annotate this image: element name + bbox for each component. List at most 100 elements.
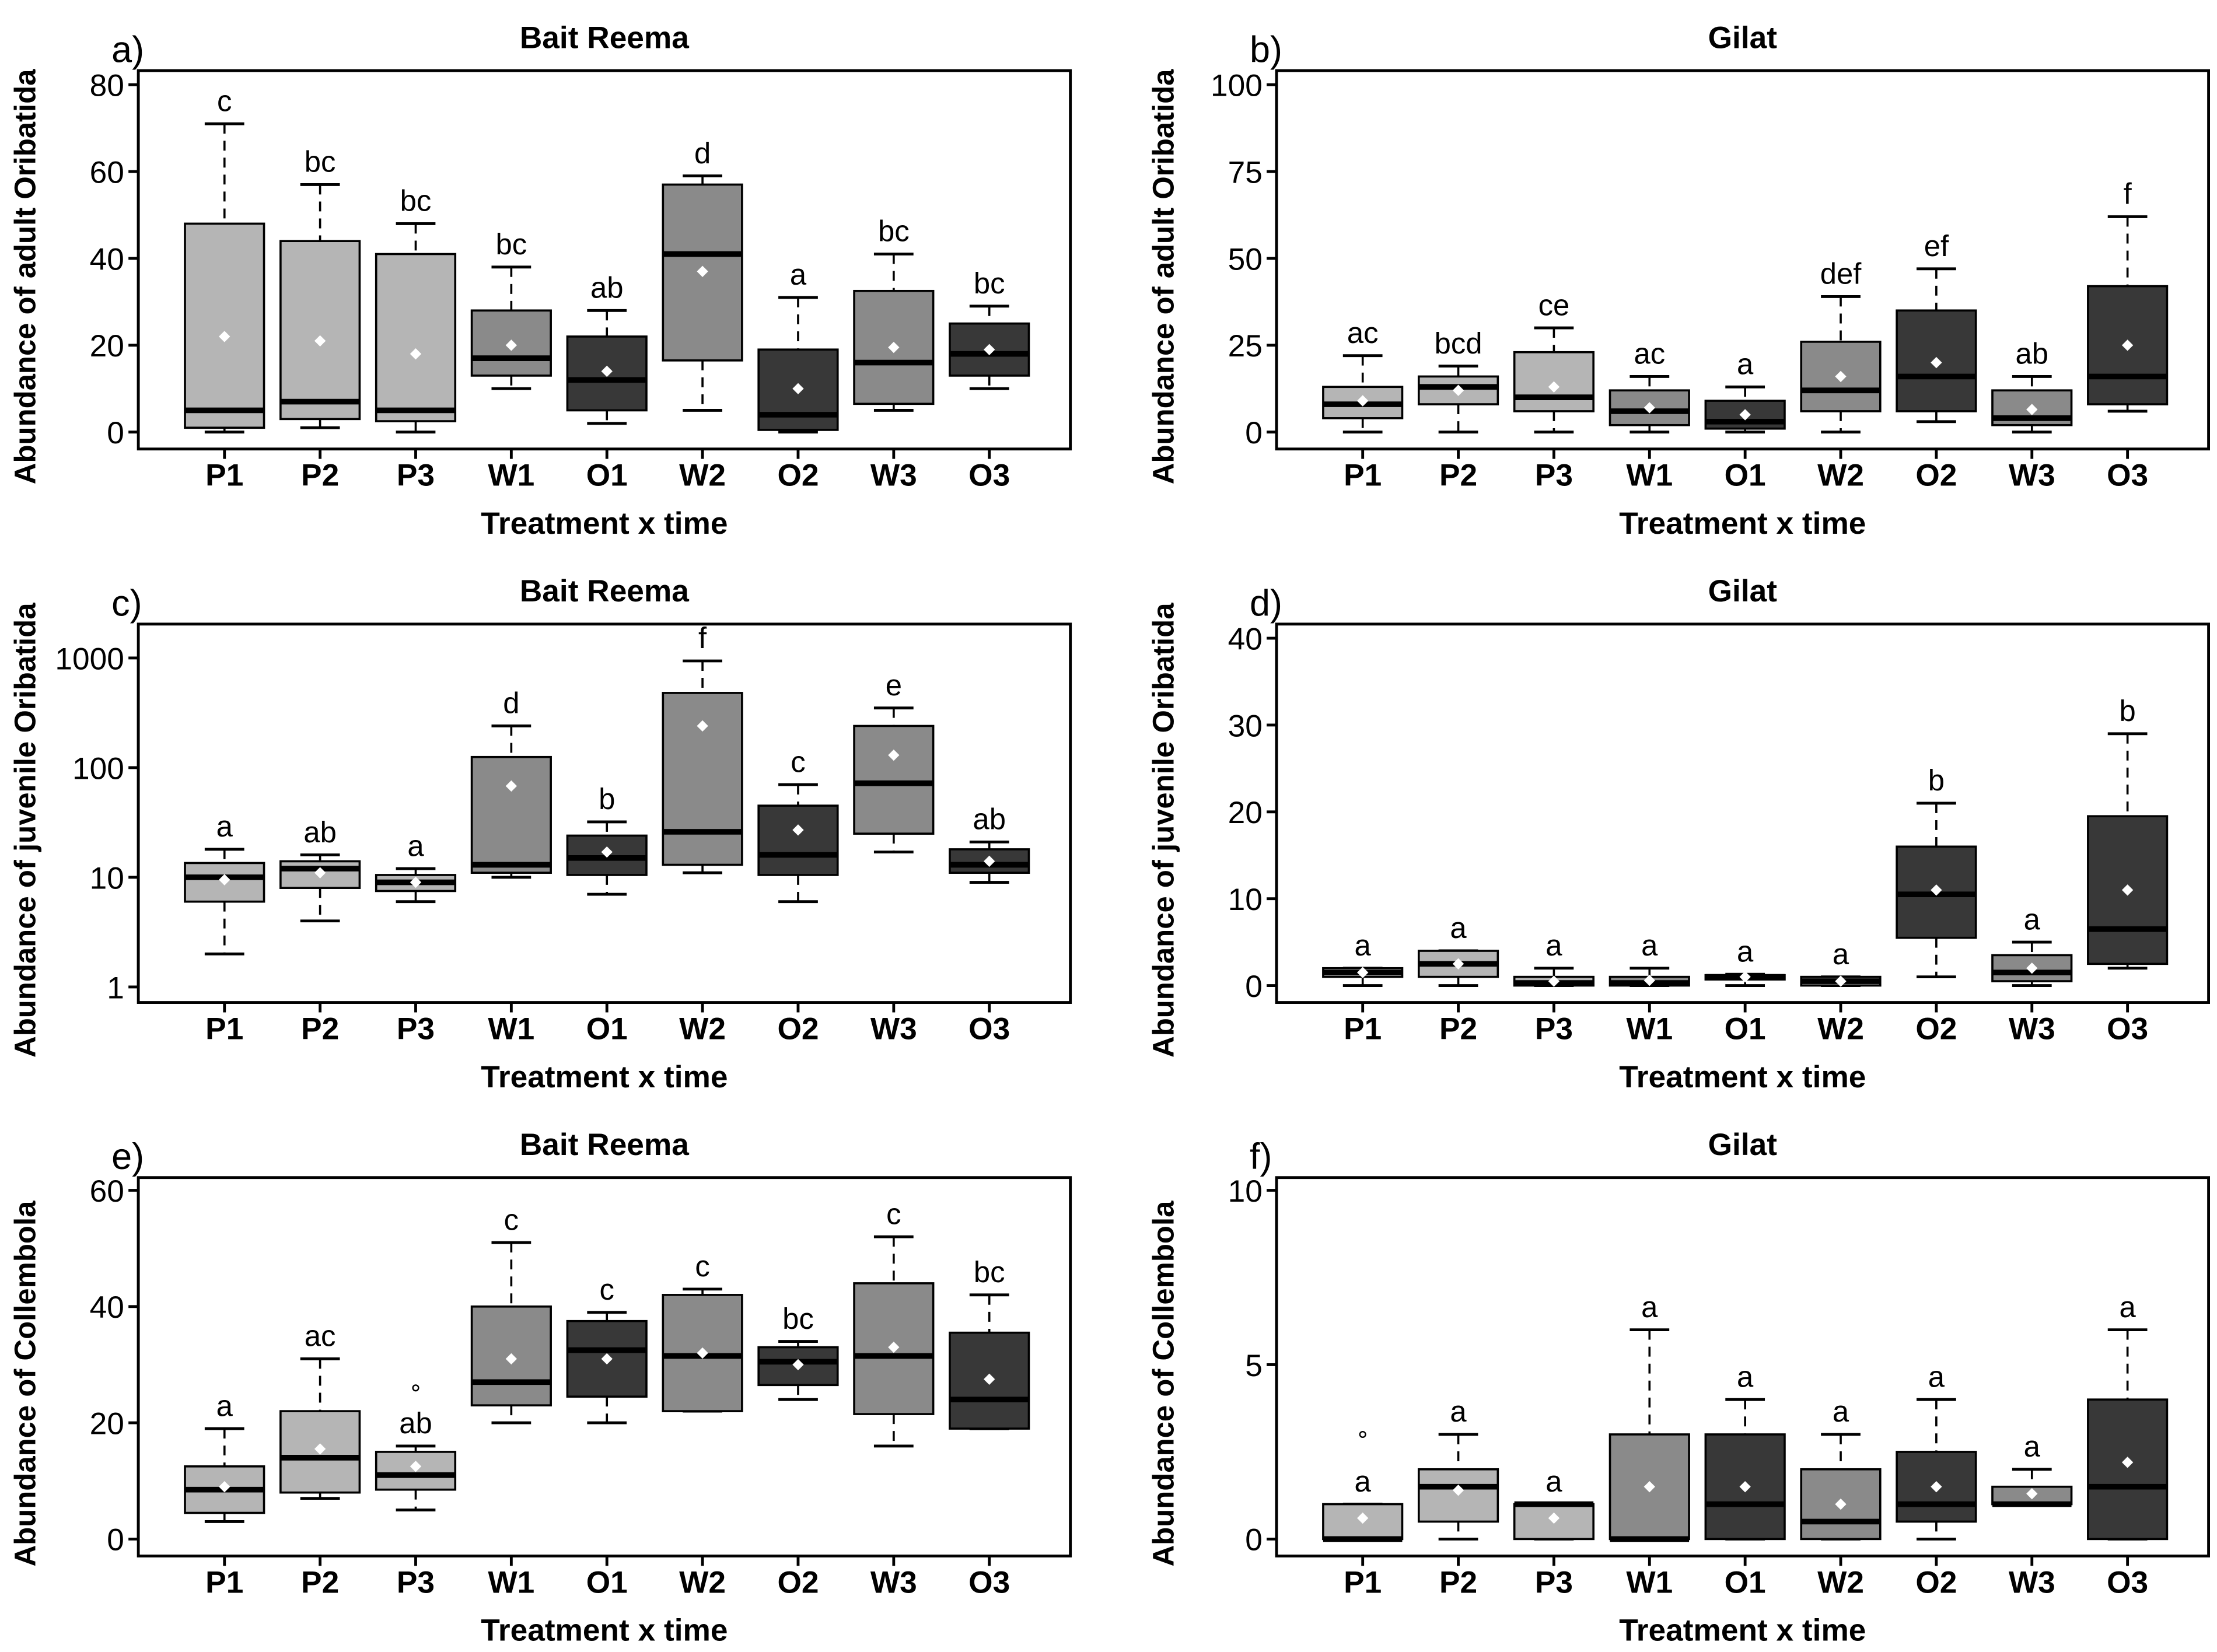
box-iqr <box>375 253 457 422</box>
x-tick-label: P2 <box>301 1565 339 1600</box>
box-iqr <box>279 240 361 421</box>
mean-marker <box>1835 975 1847 987</box>
box-O3: O3 b <box>2087 694 2169 1046</box>
box-O2: O2 ef <box>1896 229 1977 493</box>
mean-marker <box>888 341 900 354</box>
mean-marker <box>697 720 708 732</box>
box-P1: P1 a <box>1322 929 1404 1046</box>
panel-f: f) Gilat 0 5 10 Abundance of Collembola Treatm… <box>1146 1128 2210 1648</box>
mean-marker <box>2121 884 2134 896</box>
x-tick-label: W1 <box>1626 1012 1673 1046</box>
box-W2: W2 d <box>662 136 743 493</box>
box-iqr <box>470 755 552 874</box>
box-O2: O2 c <box>757 745 839 1046</box>
box-O3: O3 a <box>2087 1290 2169 1600</box>
y-tick-label: 1000 <box>55 642 124 676</box>
box-O3: O3 ab <box>949 803 1030 1046</box>
significance-letter: ab <box>399 1406 432 1440</box>
box-O1: O1 b <box>566 782 648 1046</box>
x-tick-label: P1 <box>1344 1565 1382 1600</box>
x-tick-label: P1 <box>1344 1012 1382 1046</box>
significance-letter: a <box>2120 1290 2136 1324</box>
box-W3: W3 c <box>853 1197 935 1600</box>
x-tick-label: P1 <box>1344 459 1382 493</box>
box-O1: O1 c <box>566 1273 648 1600</box>
x-tick-label: P3 <box>1535 1012 1573 1046</box>
box-W3: W3 bc <box>853 215 935 493</box>
box-P2: P2 bc <box>279 145 361 493</box>
box-P3: P3 ce <box>1513 288 1595 493</box>
box-O1: O1 ab <box>566 271 648 493</box>
box-P3: P3 a <box>1513 929 1595 1046</box>
x-tick-label: W3 <box>2009 1565 2055 1600</box>
x-tick-label: W3 <box>2009 1012 2055 1046</box>
mean-marker <box>1643 402 1655 414</box>
mean-marker <box>1835 370 1847 383</box>
mean-marker <box>410 876 422 888</box>
y-tick-label: 80 <box>90 69 124 103</box>
significance-letter: bcd <box>1435 327 1482 360</box>
box-W1: W1 d <box>470 687 552 1046</box>
y-tick-label: 1 <box>107 971 124 1005</box>
panel-title: Bait Reema <box>520 574 689 608</box>
y-tick-label: 100 <box>72 751 124 786</box>
significance-letter: a <box>216 810 233 843</box>
x-tick-label: W1 <box>1626 1565 1673 1600</box>
mean-marker <box>1548 381 1560 393</box>
mean-marker <box>1739 971 1751 983</box>
box-P1: P1 a <box>184 1389 265 1600</box>
x-tick-label: P3 <box>1535 459 1573 493</box>
x-tick-label: W1 <box>488 459 534 493</box>
mean-marker <box>697 265 708 277</box>
mean-marker <box>1931 1480 1942 1493</box>
panel-label: d) <box>1250 583 1282 624</box>
box-iqr <box>853 724 935 835</box>
significance-letter: c <box>886 1197 901 1230</box>
x-tick-label: W2 <box>1817 459 1864 493</box>
box-P3: P3 a <box>1513 1465 1595 1600</box>
mean-marker <box>219 1480 230 1493</box>
significance-letter: a <box>1355 929 1372 962</box>
mean-marker <box>792 1359 804 1371</box>
x-axis-label: Treatment x time <box>1619 506 1866 541</box>
significance-letter: bc <box>878 215 910 248</box>
x-tick-label: W3 <box>870 1565 917 1600</box>
box-P3: P3 a <box>375 829 457 1046</box>
significance-letter: ac <box>305 1320 336 1353</box>
significance-letter: c <box>600 1273 614 1306</box>
significance-letter: def <box>1820 257 1862 290</box>
significance-letter: c <box>504 1203 519 1236</box>
x-tick-label: W1 <box>488 1565 534 1600</box>
panel-title: Gilat <box>1708 20 1778 55</box>
y-tick-label: 0 <box>1245 1523 1263 1558</box>
significance-letter: a <box>1450 911 1467 944</box>
significance-letter: b <box>1928 764 1945 797</box>
box-O3: O3 f <box>2087 177 2169 493</box>
significance-letter: ac <box>1347 316 1379 349</box>
box-P2: P2 a <box>1417 911 1499 1046</box>
x-tick-label: P2 <box>301 459 339 493</box>
box-P1: P1 a <box>184 810 265 1046</box>
box-W1: W1 c <box>470 1203 552 1600</box>
y-tick-label: 0 <box>107 416 124 450</box>
box-P2: P2 ab <box>279 816 361 1046</box>
x-tick-label: O3 <box>968 1012 1010 1046</box>
significance-letter: a <box>1833 937 1849 971</box>
x-tick-label: O1 <box>586 1565 628 1600</box>
mean-marker <box>1357 395 1369 407</box>
mean-marker <box>505 1353 517 1365</box>
significance-letter: d <box>503 687 519 720</box>
y-tick-label: 60 <box>90 155 124 190</box>
mean-marker <box>2121 1457 2134 1468</box>
significance-letter: a <box>1450 1395 1467 1428</box>
y-axis-label: Abundance of juvenile Oribatida <box>8 603 41 1058</box>
significance-letter: a <box>1833 1395 1849 1428</box>
box-O3: O3 bc <box>949 267 1030 493</box>
mean-marker <box>1643 1480 1655 1493</box>
box-W3: W3 e <box>853 668 935 1046</box>
x-tick-label: P1 <box>205 459 243 493</box>
mean-marker <box>888 749 900 761</box>
x-tick-label: P3 <box>397 1012 435 1046</box>
outlier-point <box>412 1384 419 1392</box>
